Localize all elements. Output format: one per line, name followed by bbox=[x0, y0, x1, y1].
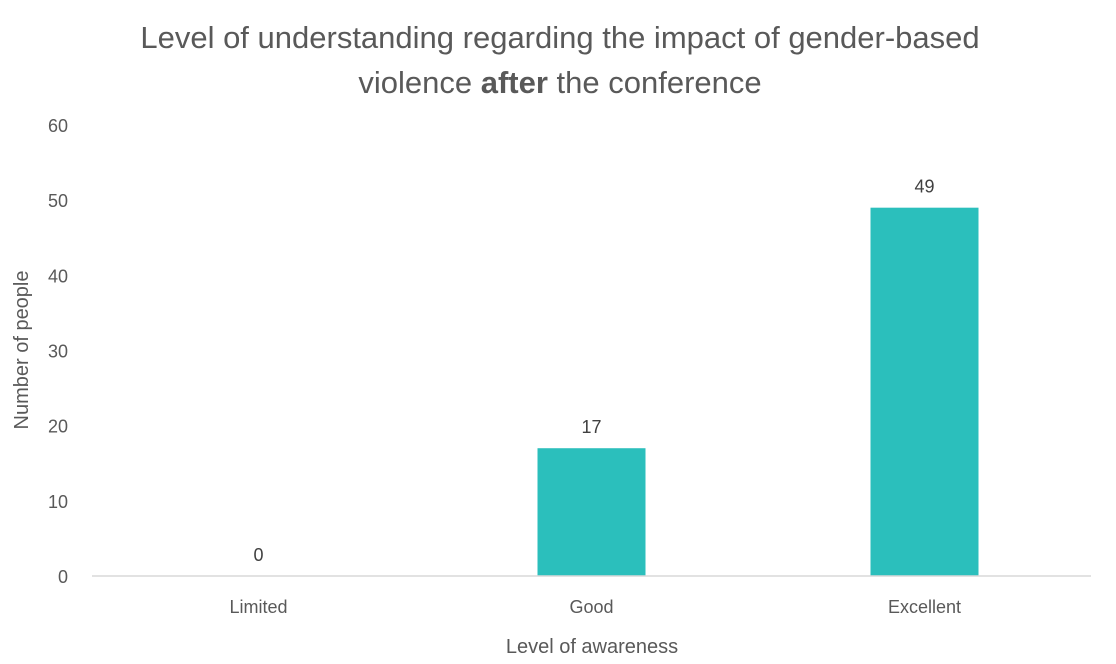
y-tick-label: 10 bbox=[48, 492, 68, 512]
chart-title-line-2: violence after the conference bbox=[358, 65, 761, 100]
y-tick-label: 60 bbox=[48, 116, 68, 136]
chart-title-line-1: Level of understanding regarding the imp… bbox=[140, 20, 979, 55]
x-axis-label: Level of awareness bbox=[506, 636, 678, 658]
bars bbox=[537, 207, 979, 576]
bar-good bbox=[537, 448, 646, 576]
x-tick-label-excellent: Excellent bbox=[888, 597, 961, 617]
y-axis-label: Number of people bbox=[11, 271, 33, 430]
x-axis-ticks: Limited Good Excellent bbox=[229, 597, 961, 617]
chart-title-bold: after bbox=[481, 65, 548, 100]
x-tick-label-good: Good bbox=[569, 597, 613, 617]
chart-title-pre: violence bbox=[358, 65, 480, 100]
y-tick-label: 30 bbox=[48, 342, 68, 362]
y-tick-label: 50 bbox=[48, 191, 68, 211]
y-axis-ticks: 0 10 20 30 40 50 60 bbox=[48, 116, 68, 587]
y-tick-label: 0 bbox=[58, 567, 68, 587]
chart-title-post: the conference bbox=[548, 65, 762, 100]
bar-excellent bbox=[870, 207, 979, 576]
data-label-good: 17 bbox=[581, 417, 601, 437]
y-tick-label: 40 bbox=[48, 266, 68, 286]
data-label-limited: 0 bbox=[253, 545, 263, 565]
x-tick-label-limited: Limited bbox=[229, 597, 287, 617]
data-label-excellent: 49 bbox=[914, 177, 934, 197]
y-tick-label: 20 bbox=[48, 417, 68, 437]
data-labels: 0 17 49 bbox=[253, 177, 934, 565]
